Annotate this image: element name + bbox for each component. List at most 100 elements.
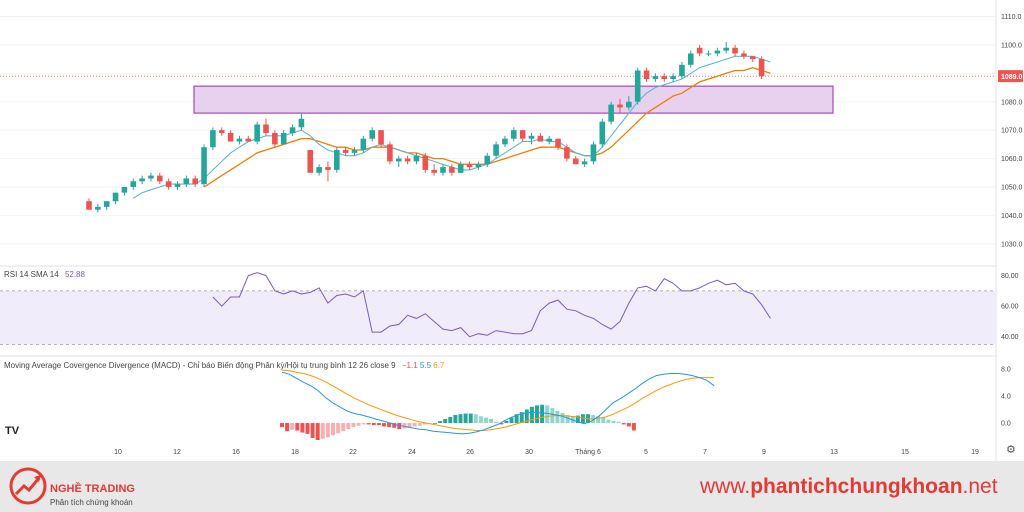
macd-histogram-bar [540,404,545,424]
macd-line [281,371,715,435]
candle-body [139,178,145,182]
candle-body [537,135,544,142]
macd-title: Moving Average Covergence Divergence (MA… [4,361,444,370]
candle-body [758,59,765,77]
time-tick-label: 10 [114,449,122,456]
macd-histogram-bar [509,417,514,424]
macd-histogram-bar [412,423,417,427]
macd-histogram-bar [601,417,606,424]
macd-histogram-bar [545,405,550,424]
macd-histogram-bar [305,423,310,434]
candle-body [157,175,163,182]
candle-body [192,178,198,185]
brand-logo-icon [9,467,47,505]
candle-body [546,138,552,142]
macd-histogram-bar [300,423,305,433]
macd-histogram-bar [376,423,381,426]
macd-histogram-bar [494,421,499,424]
macd-histogram-bar [489,418,494,424]
rsi-value: 52.88 [64,270,85,279]
site-prefix: www. [700,475,751,498]
candle-body [95,206,101,210]
footer-banner [0,461,1024,512]
macd-signal-line [281,369,714,431]
macd-histogram-bar [422,423,427,425]
rsi-band [0,290,996,345]
gear-icon[interactable]: ⚙ [1006,444,1016,456]
candle-body [280,133,287,145]
candle-body [502,138,508,145]
macd-histogram-bar [341,423,346,432]
price-tick-label: 1100.0 [1001,42,1022,49]
zone-box [193,85,834,114]
candle-body [404,158,411,162]
candle-body [316,167,322,173]
time-tick-label: 30 [525,449,533,456]
macd-histogram-bar [504,421,509,424]
macd-histogram-bar [397,423,402,430]
candle-body [705,53,712,55]
macd-histogram-bar [560,412,565,424]
candle-body [617,104,623,108]
candle-body [351,150,358,153]
macd-histogram-bar [392,423,397,428]
candle-body [714,50,721,54]
candle-body [130,181,137,187]
time-tick-label: 18 [291,449,299,456]
candle-body [652,76,659,80]
candle-body [528,135,535,139]
macd-histogram-bar [371,423,376,426]
price-tick-label: 1070.0 [1001,128,1023,135]
candle-body [564,147,570,159]
candle-body [749,56,756,60]
candle-body [236,138,243,142]
time-tick-label: 19 [971,449,979,456]
macd-histogram-bar [438,421,443,424]
price-tick-label: 1080.0 [1001,99,1023,106]
brand-name: NGHỀ TRADING [50,483,135,495]
macd-histogram-bar [453,414,458,424]
time-tick-label: 5 [644,449,648,456]
macd-histogram-bar [463,413,468,424]
candle-body [484,155,491,165]
candle-body [360,138,367,151]
tradingview-logo-icon: TV [5,425,20,437]
macd-histogram-bar [417,423,422,426]
macd-histogram-bar [514,414,519,424]
time-tick-label: 13 [830,449,838,456]
candle-body [696,47,703,54]
candle-body [342,150,349,153]
macd-histogram-bar [596,416,601,424]
macd-histogram-bar [529,406,534,424]
site-suffix: .net [962,475,998,498]
candle-body [325,167,331,170]
macd-histogram-bar [519,412,524,424]
time-tick-label: Tháng 6 [575,449,601,456]
candle-body [298,118,305,128]
candle-body [466,164,473,168]
candle-body [670,76,676,80]
candle-body [572,158,579,165]
candle-body [387,144,393,162]
macd-histogram-bar [433,423,437,424]
candle-body [307,150,314,173]
candle-body [431,169,437,173]
macd-hist-value: −1.1 [401,361,418,370]
macd-histogram-bar [565,414,570,424]
price-tick-label: 1040.0 [1001,213,1023,220]
candle-body [449,167,455,173]
website-link[interactable]: www.phantichchungkhoan.net [700,475,998,499]
candle-body [475,164,482,168]
macd-tick-label: 4.0 [1001,393,1011,400]
macd-tick-label: 0.0 [1001,421,1011,428]
candle-body [581,161,588,165]
rsi-tick-label: 60.00 [1001,304,1019,311]
time-tick-label: 15 [901,449,909,456]
candle-body [511,130,517,139]
macd-histogram-bar [285,423,290,432]
macd-histogram-bar [336,423,341,434]
rsi-title: RSI 14 SMA 14 52.88 [4,270,85,279]
macd-histogram-bar [621,423,626,425]
candle-body [493,144,499,156]
macd-histogram-bar [315,423,320,440]
